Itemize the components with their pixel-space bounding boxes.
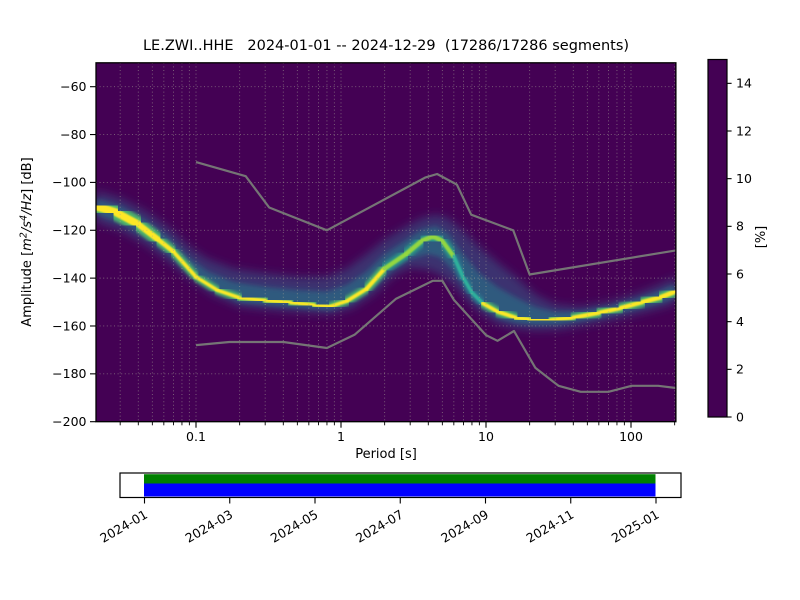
ppsd-mode-line [470, 290, 485, 306]
x-tick-label: 100 [619, 429, 643, 444]
ppsd-mode-line [345, 287, 369, 303]
coverage-data-bar [144, 483, 656, 497]
date-tick-label: 2025-01 [609, 507, 662, 546]
date-tick-label: 2024-11 [524, 507, 577, 546]
ppsd-mode-line [451, 254, 466, 280]
colorbar-tick-label: 10 [736, 171, 752, 186]
ppsd-mode-line [596, 305, 623, 315]
date-tick-label: 2024-07 [353, 507, 406, 546]
ppsd-mode-line [461, 276, 474, 295]
date-tick-label: 2024-01 [97, 507, 150, 546]
coverage-segments-bar [144, 474, 656, 484]
y-tick-label: −60 [60, 79, 86, 94]
plot-frame [95, 62, 677, 423]
colorbar-tick-label: 4 [736, 314, 744, 329]
date-tick-label: 2024-09 [438, 507, 491, 546]
ppsd-mode-line [237, 296, 267, 303]
ppsd-mode-line [364, 266, 387, 291]
colorbar-gradient [708, 59, 727, 417]
low-noise-model-line [195, 279, 676, 393]
ppsd-mode-line [658, 288, 676, 300]
ppsd-mode-line [382, 251, 409, 271]
y-tick-label: −200 [52, 414, 86, 429]
y-tick-label: −160 [52, 318, 86, 333]
colorbar-tick-label: 14 [736, 76, 752, 91]
ppsd-mode-line [171, 249, 198, 279]
colorbar-tick-label: 2 [736, 362, 744, 377]
y-tick-label: −80 [60, 127, 86, 142]
y-tick-label: −140 [52, 270, 86, 285]
ppsd-mode-line [194, 275, 219, 292]
x-tick-label: 1 [337, 429, 345, 444]
y-tick-label: −180 [52, 366, 86, 381]
ppsd-mode-line [135, 221, 162, 243]
ppsd-mode-line [403, 238, 425, 257]
y-tick-label: −120 [52, 223, 86, 238]
ppsd-mode-line [640, 295, 663, 305]
ppsd-mode-line [329, 299, 349, 309]
y-axis-label: Amplitude [m2/s4/Hz] [dB] [18, 157, 35, 326]
coverage-bar: 2024-01 2024-03 2024-05 2024-07 2024-09 2024-… [97, 472, 682, 546]
ppsd-mode-line [480, 301, 500, 314]
ppsd-mode-line [513, 315, 532, 322]
plot-area [96, 62, 676, 422]
ppsd-mode-line [571, 310, 601, 320]
ppsd-mode-line [288, 300, 316, 307]
x-axis-label: Period [s] [355, 447, 417, 462]
ppsd-mode-line [156, 237, 176, 255]
x-tick-label: 0.1 [186, 429, 206, 444]
ppsd-mode-line [495, 309, 518, 320]
colorbar-tick-label: 0 [736, 409, 744, 424]
ppsd-mode-line [215, 288, 242, 300]
ppsd-mode-line [548, 315, 576, 322]
ppsd-mode-line [527, 317, 553, 322]
colorbar-label: [%] [754, 226, 769, 249]
ppsd-mode-line [312, 303, 333, 309]
high-noise-model-line [195, 161, 676, 276]
colorbar-tick-label: 8 [736, 219, 744, 234]
ppsd-mode-line [263, 298, 293, 305]
y-tick-label: −100 [52, 175, 86, 190]
colorbar-tick-label: 12 [736, 123, 752, 138]
colorbar-frame [707, 58, 728, 418]
ppsd-mode-line [440, 238, 456, 259]
date-tick-label: 2024-03 [183, 507, 236, 546]
ppsd-mode-line [112, 208, 143, 229]
axes: 0.1 1 10 100 −200 −180 −160 −140 −120 −100 −80 −60 [52, 62, 677, 444]
ppsd-mode-line [618, 299, 645, 311]
colorbar-tick-label: 6 [736, 266, 744, 281]
date-tick-label: 2024-05 [268, 507, 321, 546]
plot-title: LE.ZWI..HHE 2024-01-01 -- 2024-12-29 (17… [143, 38, 629, 54]
x-tick-label: 10 [478, 429, 494, 444]
colorbar: 0 2 4 6 8 10 12 14 [707, 58, 752, 424]
